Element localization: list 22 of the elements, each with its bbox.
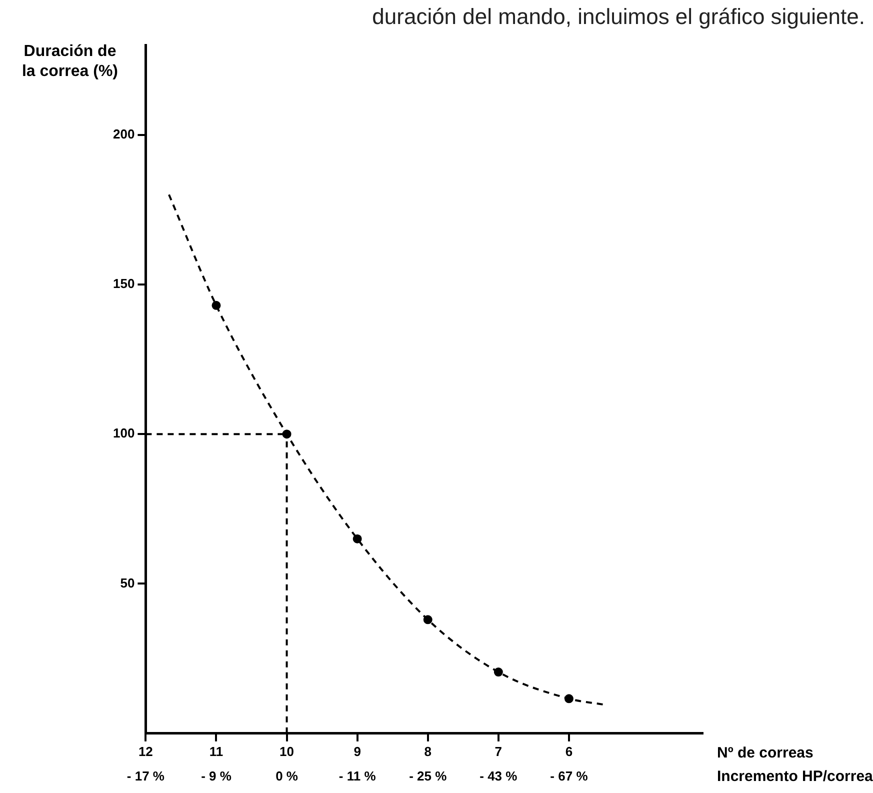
text: 0 % (276, 768, 298, 784)
text: - 11 % (338, 768, 376, 784)
x-tick-label: 6 (565, 744, 573, 759)
text: Incremento HP/correa (717, 768, 873, 786)
x-tick-label: 7 (494, 744, 502, 759)
x-axis-title: Nº de correas (717, 744, 814, 762)
text: - 67 % (550, 768, 588, 784)
text: - 9 % (201, 768, 232, 784)
y-axis-title: Duración de la correa (%) (20, 42, 120, 82)
x-tick-label: 12 (138, 744, 153, 759)
x-tick-label: 10 (280, 744, 294, 759)
text: - 17 % (126, 768, 165, 784)
text: - 25 % (409, 768, 448, 784)
x-tick-label: 11 (209, 744, 224, 759)
y-tick-label: 100 (112, 426, 135, 441)
y-tick-label: 50 (120, 575, 135, 590)
y-tick-label: 150 (112, 276, 135, 292)
chart-title: duración del mando, incluimos el gráfico siguiente. (372, 4, 865, 30)
y-tick-label: 200 (112, 126, 135, 142)
x-tick-label: 9 (354, 744, 361, 759)
text: - 43 % (480, 768, 518, 784)
x-tick-label: 8 (424, 744, 432, 759)
